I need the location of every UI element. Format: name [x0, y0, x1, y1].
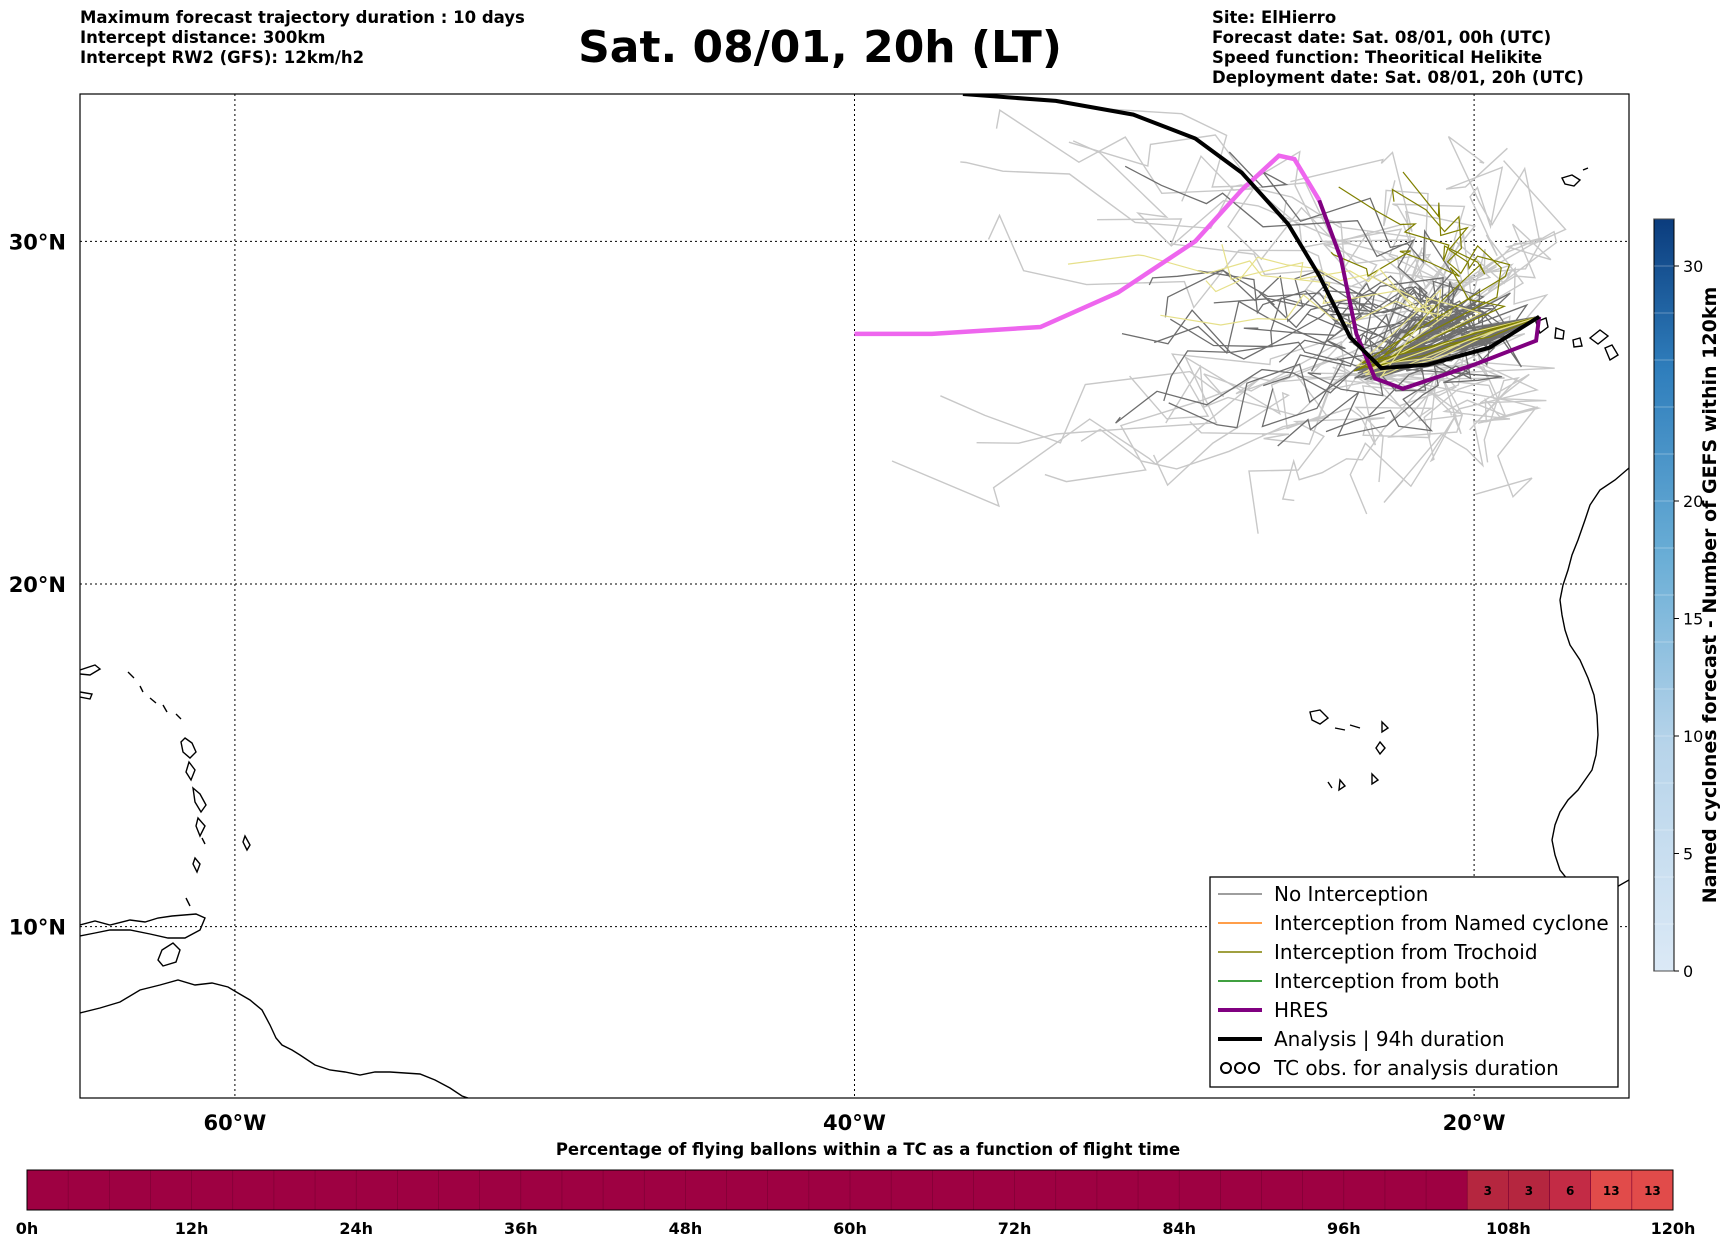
- legend-items: No Interception Interception from Named c…: [1218, 882, 1609, 1080]
- legend-label: Interception from both: [1274, 969, 1500, 993]
- coastline-south-america: [80, 979, 469, 1098]
- longitude-label: 20°W: [1443, 1111, 1506, 1135]
- latitude-label: 20°N: [9, 573, 66, 597]
- ensemble-trajectory: [1163, 312, 1540, 402]
- legend-item: Analysis | 94h duration: [1218, 1027, 1505, 1051]
- coastline-madeira: [1561, 167, 1589, 187]
- colorbar: 0 5 10 15 20 30 Named cyclones forecast - Num…: [1653, 218, 1721, 981]
- ensemble-trajectory: [1330, 250, 1540, 369]
- timeline-cell: 13: [1631, 1169, 1674, 1211]
- timeline-cell-value: 13: [1644, 1184, 1661, 1198]
- timeline-cell: 3: [1466, 1169, 1509, 1211]
- legend-item: Interception from both: [1218, 969, 1500, 993]
- ensemble-trajectory: [1160, 294, 1540, 374]
- header-left-info: Maximum forecast trajectory duration : 1…: [80, 8, 525, 68]
- timeline-title: Percentage of flying ballons within a TC…: [556, 1140, 1180, 1159]
- timeline-tick-label: 24h: [339, 1219, 373, 1238]
- cyclone-icon: [1220, 1062, 1232, 1074]
- coastline-caribbean-south: [80, 913, 206, 939]
- page-title: Sat. 08/01, 20h (LT): [578, 22, 1062, 73]
- longitude-label: 60°W: [203, 1111, 266, 1135]
- timeline-cell: 3: [1508, 1169, 1550, 1211]
- timeline-tick-label: 84h: [1162, 1219, 1196, 1238]
- timeline-ticks: 0h 12h 24h 36h 48h 60h 72h 84h 96h 108h 120h: [16, 1219, 1696, 1238]
- header-left-line-3: Intercept RW2 (GFS): 12km/h2: [80, 48, 365, 67]
- ensemble-trajectory: [1369, 316, 1540, 416]
- timeline-tick-label: 120h: [1651, 1219, 1696, 1238]
- header-right-line-1: Site: ElHierro: [1212, 8, 1337, 27]
- legend-label: Interception from Named cyclone: [1274, 911, 1609, 935]
- header-left-line-2: Intercept distance: 300km: [80, 28, 326, 47]
- legend-label: HRES: [1274, 998, 1328, 1022]
- ensemble-trajectories: [891, 108, 1567, 534]
- timeline-tick-label: 0h: [16, 1219, 39, 1238]
- legend-item: No Interception: [1218, 882, 1428, 906]
- ensemble-trajectory: [1353, 188, 1540, 372]
- coastline-puerto-rico-hispaniola: [80, 664, 102, 700]
- legend-item: Interception from Named cyclone: [1218, 911, 1609, 935]
- coastlines: [80, 167, 1629, 1098]
- timeline-frame: [26, 1169, 1674, 1211]
- map-legend: No Interception Interception from Named c…: [1209, 876, 1619, 1088]
- timeline-panel: Percentage of flying ballons within a TC…: [16, 1140, 1696, 1238]
- timeline-cell: 13: [1590, 1169, 1633, 1211]
- analysis-track: [962, 94, 1541, 371]
- ensemble-trajectory: [1361, 171, 1540, 364]
- legend-label: TC obs. for analysis duration: [1273, 1056, 1559, 1080]
- timeline-cells: 3 3 6 13 13: [26, 1169, 1674, 1211]
- header-right-line-4: Deployment date: Sat. 08/01, 20h (UTC): [1212, 68, 1584, 87]
- map-frame: [79, 93, 1630, 1099]
- header-right-info: Site: ElHierro Forecast date: Sat. 08/01…: [1212, 8, 1584, 88]
- legend-box: [1209, 876, 1619, 1088]
- legend-item: TC obs. for analysis duration: [1220, 1056, 1559, 1080]
- timeline-cell-value: 3: [1525, 1184, 1533, 1198]
- coastline-cape-verde: [1309, 709, 1390, 792]
- coastline-trinidad: [157, 942, 181, 967]
- longitude-label: 40°W: [823, 1111, 886, 1135]
- header-right-line-3: Speed function: Theoritical Helikite: [1212, 48, 1543, 67]
- map-axis-labels: 60°W 40°W 20°W 30°N 20°N 10°N: [9, 230, 1506, 1135]
- legend-item: HRES: [1218, 998, 1328, 1022]
- cyclone-icon: [1234, 1062, 1246, 1074]
- hres-track: [854, 153, 1322, 337]
- coastline-northwest-africa: [1551, 467, 1629, 893]
- coastline-canary-islands: [1535, 317, 1619, 362]
- timeline-tick-label: 72h: [998, 1219, 1032, 1238]
- timeline-cell-value: 6: [1566, 1184, 1574, 1198]
- latitude-label: 30°N: [9, 230, 66, 254]
- colorbar-ticks: 0 5 10 15 20 30: [1654, 218, 1703, 981]
- timeline-tick-label: 48h: [669, 1219, 703, 1238]
- legend-item: Interception from Trochoid: [1218, 940, 1538, 964]
- colorbar-tick-label: 20: [1683, 492, 1703, 511]
- colorbar-tick-label: 15: [1683, 610, 1703, 629]
- timeline-tick-label: 12h: [175, 1219, 209, 1238]
- timeline-cell: 6: [1549, 1169, 1592, 1211]
- colorbar-tick-label: 30: [1683, 257, 1703, 276]
- legend-label: No Interception: [1274, 882, 1428, 906]
- legend-label: Interception from Trochoid: [1274, 940, 1538, 964]
- cyclone-icon: [1248, 1062, 1260, 1074]
- header-left-line-1: Maximum forecast trajectory duration : 1…: [80, 8, 525, 27]
- coastline-lesser-antilles: [127, 671, 251, 907]
- legend-label: Analysis | 94h duration: [1274, 1027, 1505, 1051]
- timeline-tick-label: 36h: [504, 1219, 538, 1238]
- timeline-tick-label: 96h: [1327, 1219, 1361, 1238]
- timeline-cell-fill: [1631, 1169, 1674, 1211]
- timeline-cell-value: 13: [1603, 1184, 1620, 1198]
- colorbar-tick-label: 10: [1683, 727, 1703, 746]
- latitude-label: 10°N: [9, 916, 66, 940]
- header-right-line-2: Forecast date: Sat. 08/01, 00h (UTC): [1212, 28, 1552, 47]
- ensemble-trajectory: [1258, 291, 1540, 375]
- colorbar-tick-label: 5: [1683, 845, 1693, 864]
- hres-track-end: [1317, 199, 1542, 391]
- timeline-cell-fill: [1466, 1169, 1509, 1211]
- timeline-tick-label: 108h: [1486, 1219, 1531, 1238]
- colorbar-tick-label: 0: [1683, 962, 1693, 981]
- timeline-tick-label: 60h: [833, 1219, 867, 1238]
- colorbar-label: Named cyclones forecast - Number of GEFS…: [1699, 287, 1721, 904]
- timeline-cell-fill: [1590, 1169, 1633, 1211]
- timeline-cell-value: 3: [1484, 1184, 1492, 1198]
- timeline-cell-fill: [1508, 1169, 1550, 1211]
